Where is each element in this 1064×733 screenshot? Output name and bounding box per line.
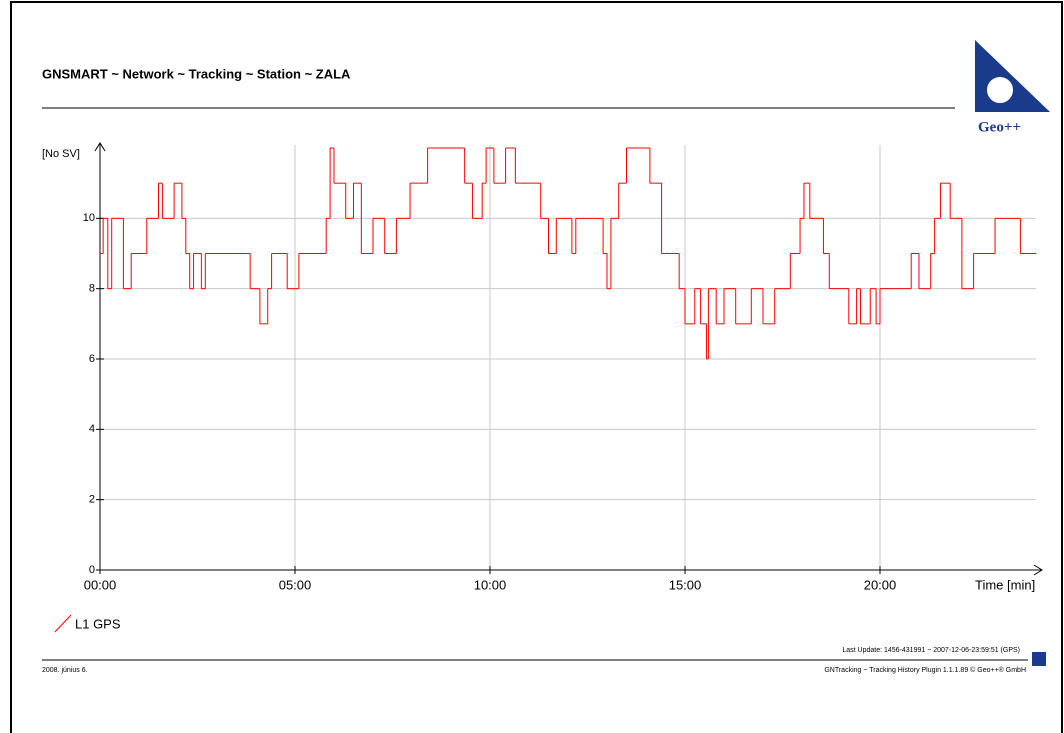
y-tick-label: 10 [83, 212, 95, 224]
logo-ring [983, 73, 1017, 107]
y-tick-label: 4 [89, 423, 95, 435]
y-axis-arrow [94, 142, 106, 152]
footer-plugin: GNTracking ~ Tracking History Plugin 1.1… [824, 666, 1026, 674]
x-axis-arrow [1033, 564, 1043, 576]
x-axis-label: Time [min] [975, 577, 1035, 592]
y-tick-label: 2 [89, 494, 95, 506]
footer-logo [1032, 652, 1046, 666]
x-tick-label: 20:00 [864, 577, 897, 592]
y-tick-label: 6 [89, 353, 95, 365]
logo-text: Geo++ [978, 119, 1021, 135]
chart-title: GNSMART ~ Network ~ Tracking ~ Station ~… [42, 66, 351, 81]
x-tick-label: 15:00 [669, 577, 702, 592]
y-tick-label: 8 [89, 283, 95, 295]
x-tick-label: 05:00 [279, 577, 312, 592]
logo: Geo++ [975, 40, 1050, 135]
y-axis-label: [No SV] [42, 148, 80, 160]
footer-author: 2008. június 6. [42, 667, 88, 674]
legend-label: L1 GPS [75, 616, 121, 631]
page-frame [10, 1, 1063, 733]
x-tick-label: 00:00 [84, 577, 117, 592]
y-tick-label: 0 [89, 564, 95, 576]
footer-update: Last Update: 1456-431991 ~ 2007-12-06-23… [842, 647, 1020, 654]
x-tick-label: 10:00 [474, 577, 507, 592]
legend-swatch [54, 614, 72, 633]
